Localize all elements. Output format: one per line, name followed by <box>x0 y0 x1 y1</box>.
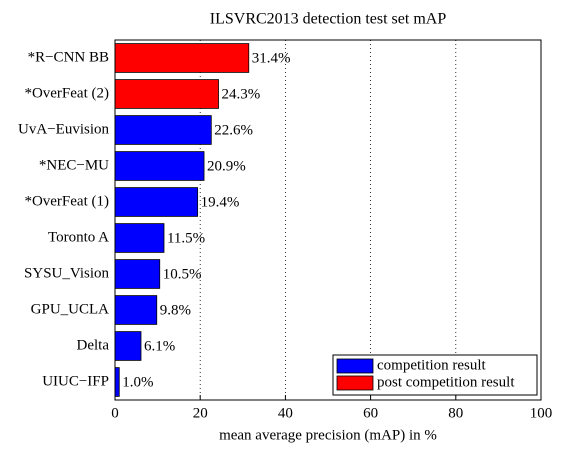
value-label: 6.1% <box>144 338 175 354</box>
x-tick-label: 20 <box>193 405 208 421</box>
bar <box>114 115 212 145</box>
bar <box>114 259 161 289</box>
x-axis-label: mean average precision (mAP) in % <box>219 427 437 443</box>
y-tick-label: GPU_UCLA <box>31 301 110 317</box>
bar <box>114 151 205 181</box>
value-label: 24.3% <box>222 86 261 102</box>
y-tick-label: SYSU_Vision <box>24 265 109 281</box>
value-label: 22.6% <box>214 122 253 138</box>
bar <box>114 367 120 397</box>
value-label: 9.8% <box>160 302 191 318</box>
value-label: 31.4% <box>252 50 291 66</box>
x-tick-label: 100 <box>530 405 553 421</box>
legend-swatch <box>336 358 374 374</box>
chart-title: ILSVRC2013 detection test set mAP <box>210 11 447 28</box>
bar <box>114 79 219 109</box>
y-tick-label: *NEC−MU <box>39 157 109 173</box>
y-tick-label: Delta <box>77 337 110 353</box>
bar <box>114 295 158 325</box>
value-label: 11.5% <box>167 230 205 246</box>
y-tick-label: *R−CNN BB <box>28 49 109 65</box>
value-label: 10.5% <box>163 266 202 282</box>
bar <box>114 331 142 361</box>
y-tick-label: *OverFeat (2) <box>24 85 109 101</box>
plot-frame <box>114 39 542 401</box>
x-tick-label: 40 <box>278 405 293 421</box>
legend-label: post competition result <box>377 374 515 390</box>
y-tick-label: UIUC−IFP <box>42 373 109 389</box>
x-tick-label: 0 <box>111 405 119 421</box>
y-tick-label: UvA−Euvision <box>18 121 109 137</box>
legend-label: competition result <box>377 357 487 373</box>
legend-swatch <box>336 375 374 391</box>
x-tick-label: 80 <box>448 405 463 421</box>
bar <box>114 187 199 217</box>
y-tick-label: Toronto A <box>48 229 109 245</box>
value-label: 1.0% <box>122 374 153 390</box>
value-label: 19.4% <box>201 194 240 210</box>
value-label: 20.9% <box>207 158 246 174</box>
bar <box>114 43 250 73</box>
y-tick-label: *OverFeat (1) <box>24 193 109 209</box>
x-tick-label: 60 <box>363 405 378 421</box>
bar <box>114 223 165 253</box>
